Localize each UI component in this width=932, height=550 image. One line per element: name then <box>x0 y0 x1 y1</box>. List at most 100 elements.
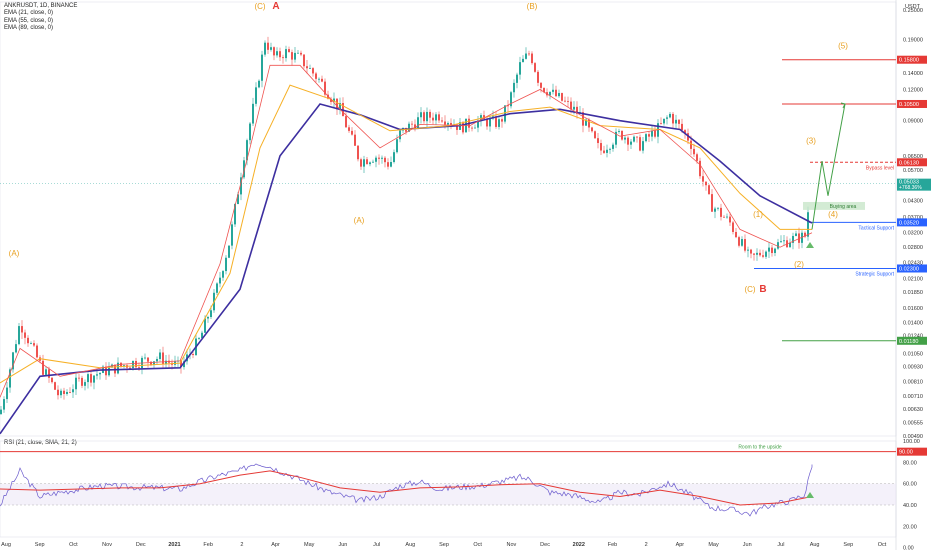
time-axis-label: Feb <box>608 542 617 548</box>
candle-body <box>615 131 617 145</box>
candle-body <box>192 354 194 356</box>
candle-body <box>477 120 479 128</box>
candle-body <box>429 111 431 118</box>
candle-body <box>132 360 134 368</box>
current-price-tag <box>897 178 931 191</box>
price-level-tag <box>897 218 927 227</box>
price-tick-label: 0.01400 <box>903 320 923 326</box>
ema55-line <box>0 84 812 384</box>
candle-body <box>336 98 338 110</box>
candle-body <box>156 358 158 362</box>
candle-body <box>384 157 386 163</box>
candle-body <box>3 399 5 410</box>
candle-body <box>684 130 686 134</box>
candle-body <box>21 326 23 333</box>
candle-body <box>108 367 110 376</box>
time-axis-label: Nov <box>506 542 516 548</box>
time-axis-label: Sep <box>35 542 45 548</box>
candle-body <box>267 42 269 50</box>
candle-body <box>207 316 209 319</box>
candle-body <box>303 54 305 67</box>
candle-body <box>498 119 500 127</box>
candle-body <box>741 239 743 246</box>
candle-body <box>159 352 161 359</box>
candle-body <box>660 123 662 125</box>
candle-body <box>591 127 593 132</box>
candle-body <box>777 242 779 249</box>
candle-body <box>273 47 275 56</box>
candle-body <box>390 162 392 167</box>
candle-body <box>624 137 626 140</box>
candle-body <box>297 52 299 54</box>
candle-body <box>153 361 155 365</box>
candle-body <box>621 130 623 140</box>
candle-body <box>144 357 146 359</box>
price-tick-label: 0.00630 <box>903 407 923 413</box>
price-level-value: 0.15800 <box>899 58 919 64</box>
candle-body <box>426 111 428 122</box>
candle-body <box>576 106 578 114</box>
candle-body <box>732 222 734 232</box>
candle-body <box>774 248 776 254</box>
candle-body <box>117 362 119 374</box>
candle-body <box>435 114 437 121</box>
candle-body <box>291 52 293 60</box>
candle-body <box>450 122 452 125</box>
candle-body <box>78 377 80 379</box>
price-tick-label: 0.03700 <box>903 215 923 221</box>
candle-body <box>393 152 395 163</box>
legend-rsi: RSI (21, close, SMA, 21, 2) <box>4 440 77 446</box>
candle-body <box>585 119 587 126</box>
current-price-value: 0.05033 <box>899 180 919 186</box>
rsi-level-value: 90.00 <box>899 450 913 456</box>
candle-body <box>309 68 311 69</box>
candle-body <box>231 224 233 246</box>
candle-body <box>180 360 182 368</box>
candle-body <box>588 119 590 128</box>
candle-body <box>105 366 107 376</box>
candle-body <box>735 231 737 238</box>
candle-body <box>288 49 290 53</box>
price-tick-label: 0.25000 <box>903 8 923 14</box>
price-signal-triangle <box>806 242 814 248</box>
candle-body <box>717 207 719 209</box>
time-axis-label: Sep <box>843 542 853 548</box>
time-axis-label: Oct <box>69 542 78 548</box>
price-tick-label: 0.05700 <box>903 168 923 174</box>
rsi-line <box>0 463 813 517</box>
time-axis-label: Sep <box>439 542 449 548</box>
rsi-level-tag <box>897 447 927 456</box>
price-level-tag <box>897 55 927 64</box>
price-tick-label: 0.04300 <box>903 199 923 205</box>
candle-body <box>24 332 26 338</box>
candle-body <box>804 232 806 237</box>
candle-body <box>528 53 530 55</box>
candle-body <box>531 53 533 64</box>
candle-body <box>306 66 308 69</box>
candle-body <box>396 139 398 153</box>
price-level-value: 0.06130 <box>899 160 919 166</box>
price-tick-label: 0.00490 <box>903 434 923 440</box>
projection-path <box>811 103 846 230</box>
candle-body <box>345 116 347 128</box>
candle-body <box>312 68 314 74</box>
candle-body <box>729 216 731 223</box>
price-tick-label: 0.00555 <box>903 421 923 427</box>
candle-body <box>516 74 518 83</box>
time-axis-label: 2 <box>240 542 243 548</box>
candle-body <box>738 237 740 246</box>
candle-body <box>447 122 449 125</box>
candle-body <box>420 112 422 118</box>
candle-body <box>471 127 473 129</box>
time-axis-label: Apr <box>676 542 685 548</box>
time-axis-label: Oct <box>473 542 482 548</box>
candle-body <box>249 123 251 141</box>
ema89-line <box>0 103 813 435</box>
candle-body <box>399 130 401 140</box>
time-axis-label: Apr <box>271 542 280 548</box>
candle-body <box>789 242 791 248</box>
candle-body <box>543 87 545 93</box>
candle-body <box>561 93 563 101</box>
candle-body <box>678 119 680 124</box>
